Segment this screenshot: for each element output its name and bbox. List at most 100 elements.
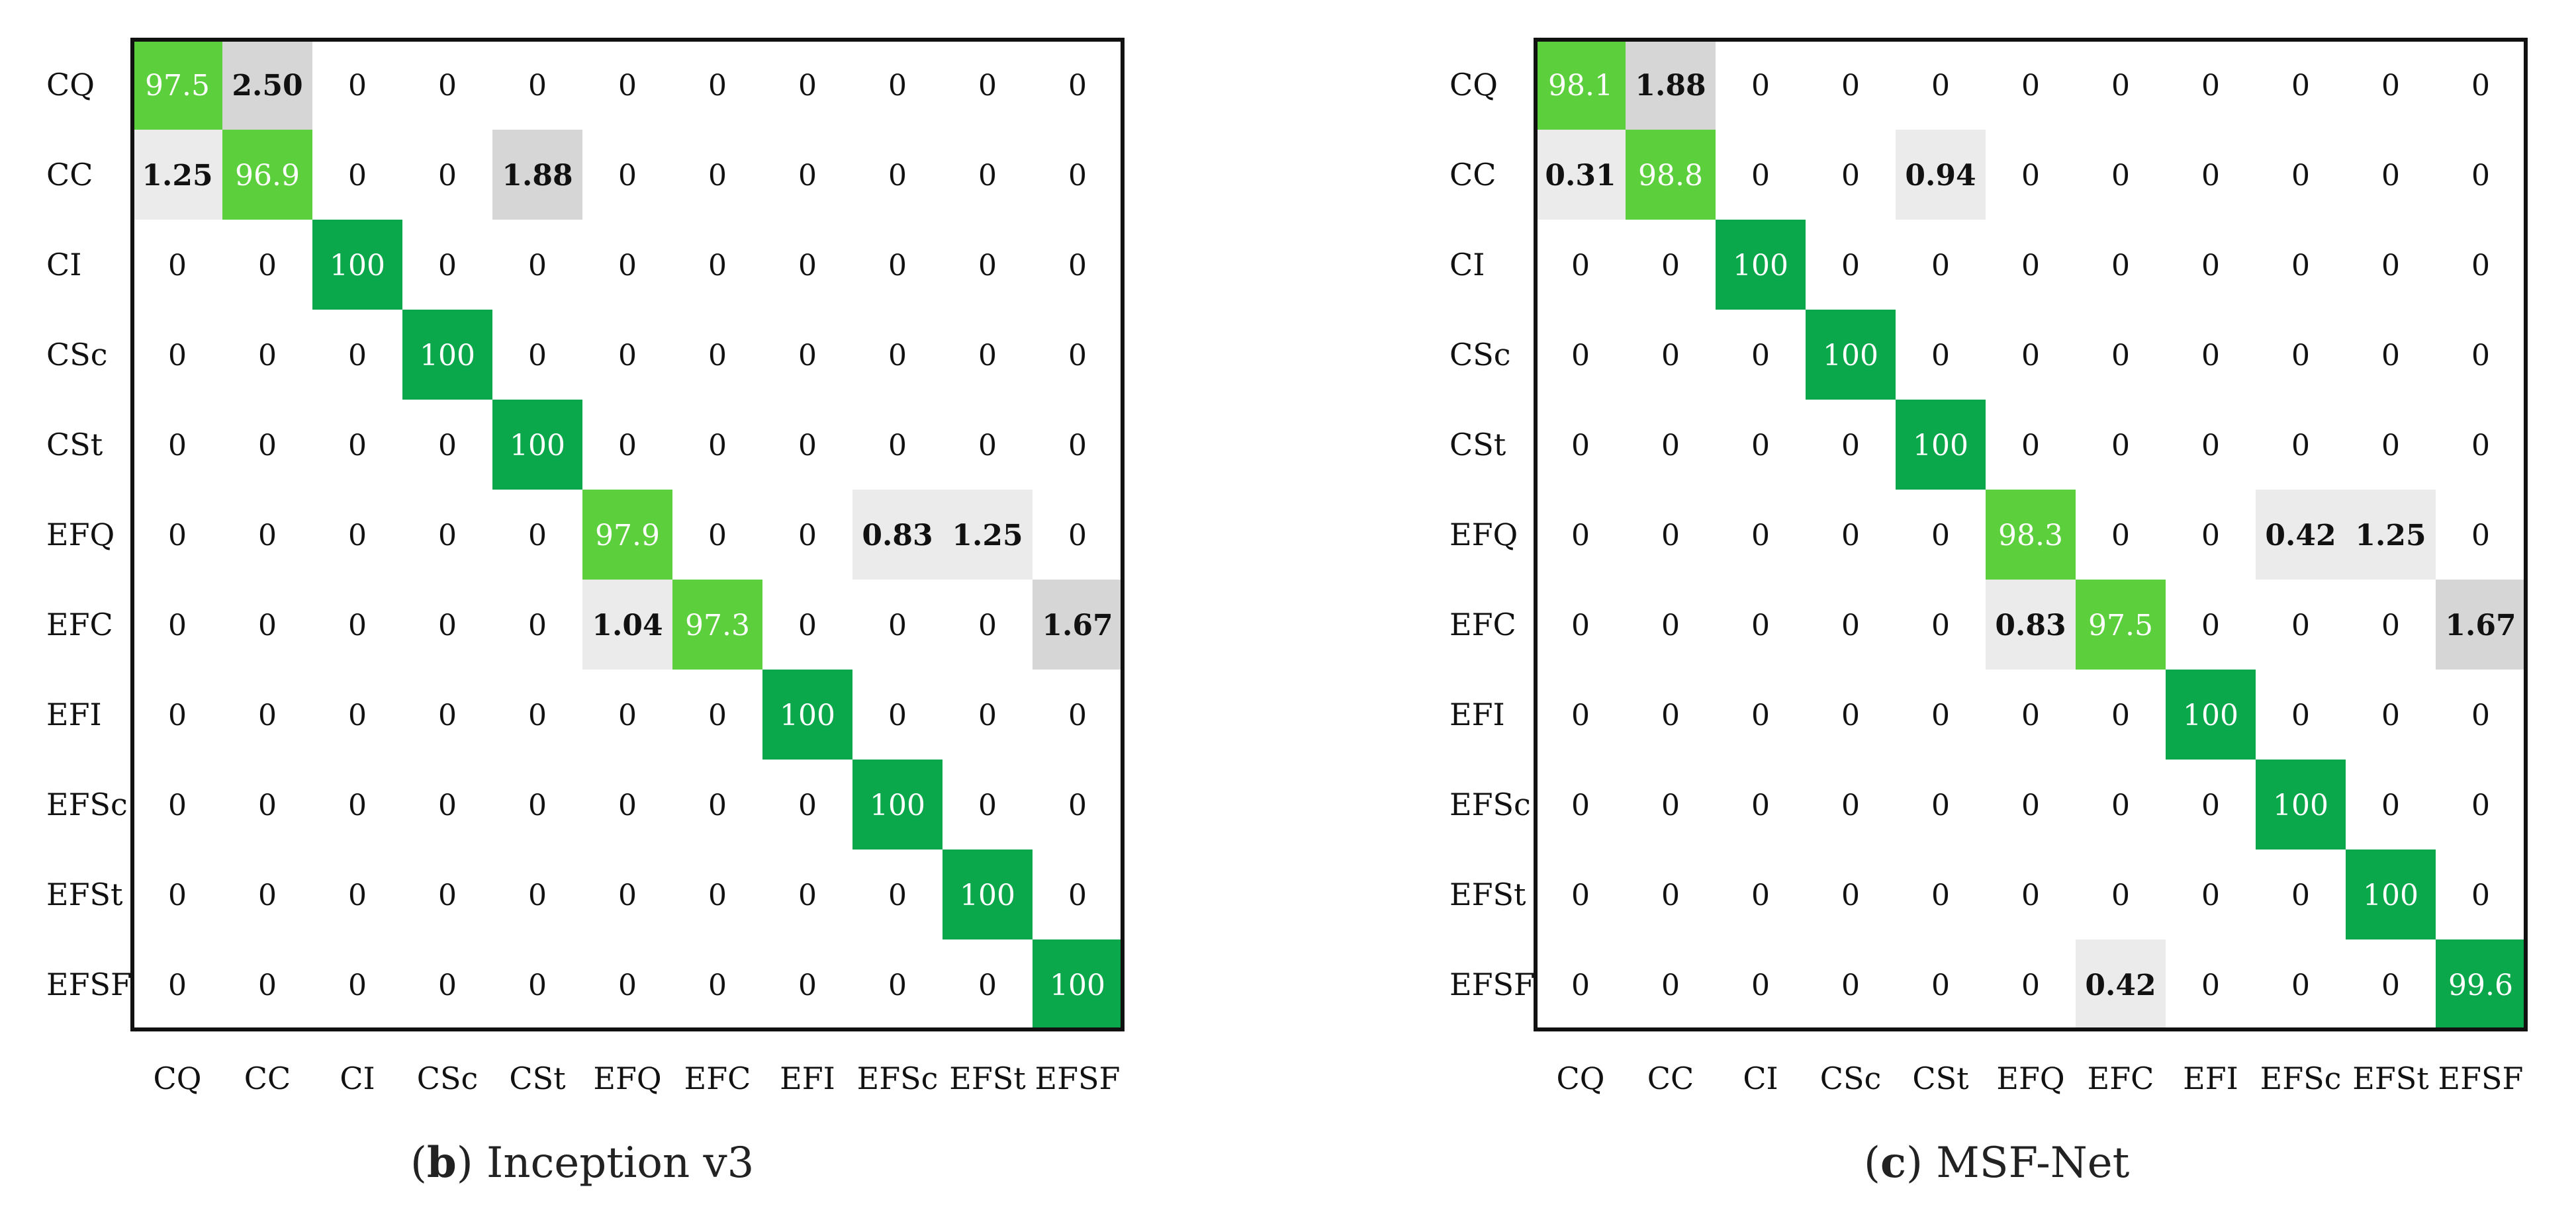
matrix-cell-value: 0 — [1931, 249, 1950, 283]
matrix-cell-bg — [943, 850, 1033, 939]
matrix-cell-value: 0 — [1661, 879, 1680, 912]
column-label: EFSc — [2260, 1061, 2342, 1096]
matrix-cell-value: 0 — [1751, 429, 1770, 462]
matrix-cell-value: 0 — [168, 339, 187, 372]
matrix-cell-value: 0 — [2201, 429, 2220, 462]
matrix-cell-value: 0 — [978, 969, 997, 1002]
matrix-cell-value: 0 — [798, 789, 817, 822]
matrix-cell-value: 0 — [438, 249, 457, 283]
column-label: CSc — [417, 1061, 478, 1096]
column-label: EFI — [2183, 1061, 2238, 1096]
matrix-cell-value: 0 — [438, 69, 457, 103]
matrix-cell-value: 0 — [2471, 69, 2490, 103]
matrix-cell-bg — [312, 220, 402, 310]
matrix-cell-value: 100 — [2273, 789, 2328, 822]
matrix-cell-value: 0 — [1571, 609, 1590, 642]
confusion-matrix-inception-v3: 97.5 2.50 0 0 0 0 0 0 0 0 0 1.25 96.9 0 0 1.88 0 0 0 0 0 0 0 0 1… — [46, 38, 1125, 1096]
matrix-cell-bg — [1626, 40, 1716, 130]
matrix-cell-value: 0 — [1841, 519, 1860, 552]
matrix-cell-value: 0 — [2291, 879, 2310, 912]
matrix-cell-value: 100 — [420, 339, 475, 372]
column-label: CSt — [509, 1061, 566, 1096]
matrix-cell-bg — [943, 490, 1033, 580]
matrix-cell-value: 0 — [1068, 429, 1087, 462]
matrix-cell-value: 0 — [528, 339, 547, 372]
matrix-cell-bg — [582, 490, 672, 580]
row-label: CC — [46, 157, 93, 193]
matrix-cell-value: 0 — [168, 969, 187, 1002]
matrix-cell-value: 0 — [2381, 609, 2400, 642]
row-label: CC — [1449, 157, 1496, 193]
matrix-cell-value: 0 — [168, 699, 187, 732]
matrix-cell-value: 0 — [2381, 339, 2400, 372]
matrix-cell-value: 0 — [708, 429, 727, 462]
matrix-cell-value: 0 — [1751, 159, 1770, 193]
matrix-cell-value: 0 — [798, 339, 817, 372]
matrix-cell-value: 0 — [2381, 159, 2400, 193]
matrix-cell-value: 0 — [2381, 69, 2400, 103]
matrix-cell-value: 0 — [1841, 699, 1860, 732]
matrix-cell-value: 0 — [2021, 879, 2040, 912]
matrix-cell-value: 0 — [2021, 249, 2040, 283]
matrix-cell-value: 0 — [2471, 699, 2490, 732]
matrix-cell-value: 0 — [168, 519, 187, 552]
matrix-cell-value: 0 — [888, 699, 907, 732]
column-label: EFSF — [2438, 1061, 2524, 1096]
caption-letter: b — [426, 1138, 457, 1188]
matrix-cell-bg — [1716, 220, 1806, 310]
matrix-cell-value: 0 — [438, 699, 457, 732]
matrix-cell-value: 0 — [2111, 69, 2130, 103]
matrix-cell-value: 0.83 — [1995, 609, 2066, 642]
matrix-border — [1534, 38, 2528, 1031]
matrix-cell-value: 0 — [888, 159, 907, 193]
matrix-cell-value: 0 — [618, 159, 637, 193]
matrix-cell-bg — [1896, 130, 1986, 220]
matrix-cell-value: 0 — [708, 789, 727, 822]
confusion-matrix-panel-msf-net: 98.1 1.88 0 0 0 0 0 0 0 0 0 0.31 98.8 0 0 0.94 0 0 0 0 0 0 0 0 1… — [1288, 0, 2576, 1220]
matrix-cell-value: 0 — [2381, 969, 2400, 1002]
matrix-cell-value: 100 — [1913, 429, 1968, 462]
matrix-cell-value: 0 — [1571, 699, 1590, 732]
matrix-cell-value: 0 — [1751, 969, 1770, 1002]
matrix-cell-value: 0 — [1661, 519, 1680, 552]
matrix-cell-value: 0 — [528, 699, 547, 732]
matrix-cell-value: 2.50 — [232, 69, 302, 103]
matrix-cell-value: 0.94 — [1905, 159, 1976, 193]
matrix-cell-value: 0 — [2291, 609, 2310, 642]
column-label: EFQ — [1996, 1061, 2064, 1096]
matrix-cell-value: 0 — [888, 69, 907, 103]
matrix-cell-value: 0 — [2021, 789, 2040, 822]
matrix-cell-value: 0 — [2291, 159, 2310, 193]
matrix-cell-value: 0 — [618, 249, 637, 283]
row-label: EFC — [1449, 607, 1516, 642]
row-label: EFSF — [46, 967, 132, 1002]
matrix-cell-value: 100 — [780, 699, 835, 732]
matrix-cell-value: 100 — [2183, 699, 2238, 732]
caption-text: Inception v3 — [486, 1139, 755, 1188]
caption-letter: c — [1880, 1138, 1906, 1188]
matrix-cell-value: 0 — [1751, 699, 1770, 732]
matrix-cell-value: 0 — [1931, 789, 1950, 822]
matrix-cell-value: 0 — [708, 339, 727, 372]
matrix-cell-value: 0 — [1751, 789, 1770, 822]
matrix-cell-value: 1.25 — [952, 519, 1023, 552]
matrix-cell-value: 0 — [978, 69, 997, 103]
matrix-cell-value: 1.88 — [502, 159, 573, 193]
column-label: EFI — [780, 1061, 835, 1096]
matrix-cell-bg — [492, 130, 582, 220]
matrix-cell-value: 0 — [258, 609, 277, 642]
matrix-cell-value: 0 — [2291, 429, 2310, 462]
matrix-cell-bg — [852, 490, 943, 580]
matrix-cell-value: 100 — [330, 249, 385, 283]
matrix-cell-value: 0 — [798, 879, 817, 912]
matrix-cell-value: 0 — [618, 429, 637, 462]
matrix-cell-value: 0 — [258, 969, 277, 1002]
matrix-cell-value: 0 — [2111, 159, 2130, 193]
matrix-cell-value: 0 — [1931, 339, 1950, 372]
matrix-cell-bg — [1626, 130, 1716, 220]
matrix-cell-value: 0 — [1068, 879, 1087, 912]
matrix-cell-value: 1.04 — [592, 609, 663, 642]
matrix-cell-bg — [1896, 400, 1986, 490]
matrix-cell-value: 0 — [2471, 159, 2490, 193]
matrix-cell-value: 0 — [348, 609, 367, 642]
